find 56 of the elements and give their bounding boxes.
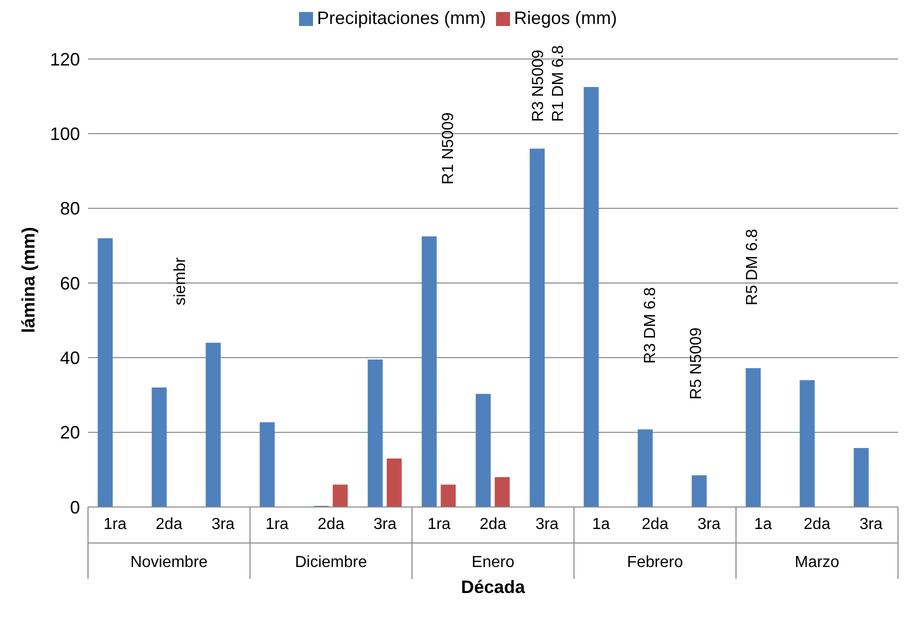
bar xyxy=(530,148,545,507)
annotation: R3 N5009 xyxy=(530,50,548,122)
x-axis-title: Década xyxy=(460,577,526,597)
text: Marzo xyxy=(794,554,840,571)
x-tick-label: 3ra xyxy=(535,516,559,533)
y-tick-label: 40 xyxy=(60,348,80,368)
text: Diciembre xyxy=(294,554,368,571)
bar xyxy=(368,360,383,507)
text: Febrero xyxy=(626,554,684,571)
text: Noviembre xyxy=(130,554,208,571)
x-tick-label: 2da xyxy=(480,516,506,533)
x-tick-label: 2da xyxy=(156,516,182,533)
y-axis-title: lámina (mm) xyxy=(18,226,38,333)
annotation: R5 N5009 xyxy=(688,327,706,400)
bar xyxy=(332,484,348,507)
x-tick-label: 2da xyxy=(642,516,668,533)
y-tick-label: 20 xyxy=(60,422,80,443)
annotation: R1 N5009 xyxy=(440,112,458,184)
x-tick-label: 1a xyxy=(592,516,610,533)
x-tick-label: 2da xyxy=(804,516,830,533)
annotation: siembr xyxy=(172,256,190,306)
legend-label: Precipitaciones (mm) xyxy=(316,8,486,28)
bar xyxy=(206,342,221,507)
bar xyxy=(800,380,815,507)
x-tick-label: 3ra xyxy=(697,516,721,533)
text: Enero xyxy=(472,554,514,571)
bar xyxy=(692,475,707,507)
bar xyxy=(386,458,402,507)
y-tick-label: 80 xyxy=(60,198,80,219)
bar xyxy=(854,448,869,507)
x-tick-label: 3ra xyxy=(211,516,235,533)
bar xyxy=(422,236,437,507)
x-tick-label: 1ra xyxy=(265,516,289,533)
annotation: R5 DM 6.8 xyxy=(744,228,762,306)
bar xyxy=(638,429,653,507)
bar xyxy=(98,238,113,507)
x-tick-label: 3ra xyxy=(859,516,883,533)
x-tick-label: 2da xyxy=(318,516,344,533)
bar xyxy=(584,87,599,507)
y-tick-label: 100 xyxy=(50,124,80,144)
y-tick-label: 120 xyxy=(50,49,80,70)
x-tick-label: 1ra xyxy=(103,516,127,533)
x-tick-label: 1a xyxy=(754,516,772,533)
annotation: R3 DM 6.8 xyxy=(642,287,660,364)
x-tick-label: 3ra xyxy=(373,516,397,533)
y-tick-label: 0 xyxy=(70,497,80,518)
bar xyxy=(476,394,491,507)
legend-label: Riegos (mm) xyxy=(514,8,618,28)
bar xyxy=(440,484,456,507)
annotation: R1 DM 6.8 xyxy=(550,45,568,122)
bar xyxy=(494,477,510,507)
y-tick-label: 60 xyxy=(60,273,80,294)
bar xyxy=(260,422,275,507)
bar xyxy=(746,368,761,507)
x-tick-label: 1ra xyxy=(427,516,451,533)
bar xyxy=(152,388,167,507)
